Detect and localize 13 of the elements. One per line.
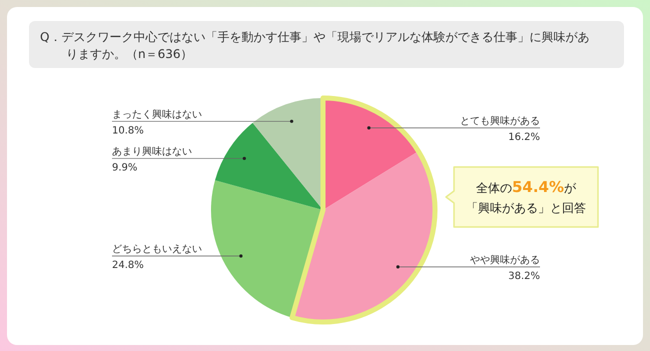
text: 「興味がある」と回答 [466, 201, 586, 215]
data-label: 38.2% [508, 270, 540, 282]
slice-label: とても興味がある [460, 114, 540, 127]
data-label: 16.2% [508, 132, 540, 143]
data-label: 24.8% [112, 260, 144, 272]
data-label: 10.8% [112, 125, 144, 136]
slice-label: どちらともいえない [112, 244, 202, 256]
slice-label: やや興味がある [470, 254, 540, 266]
data-label: 9.9% [112, 162, 138, 174]
chart-title: Q．デスクワーク中心ではない「手を動かす仕事」や「現場でリアルな体験ができる仕事」に興味がありますか。（n＝636） [40, 30, 590, 61]
text: 全体の54.4%が [476, 178, 578, 196]
slice-label: あまり興味はない [112, 145, 192, 158]
slice-label: まったく興味はない [112, 108, 202, 120]
